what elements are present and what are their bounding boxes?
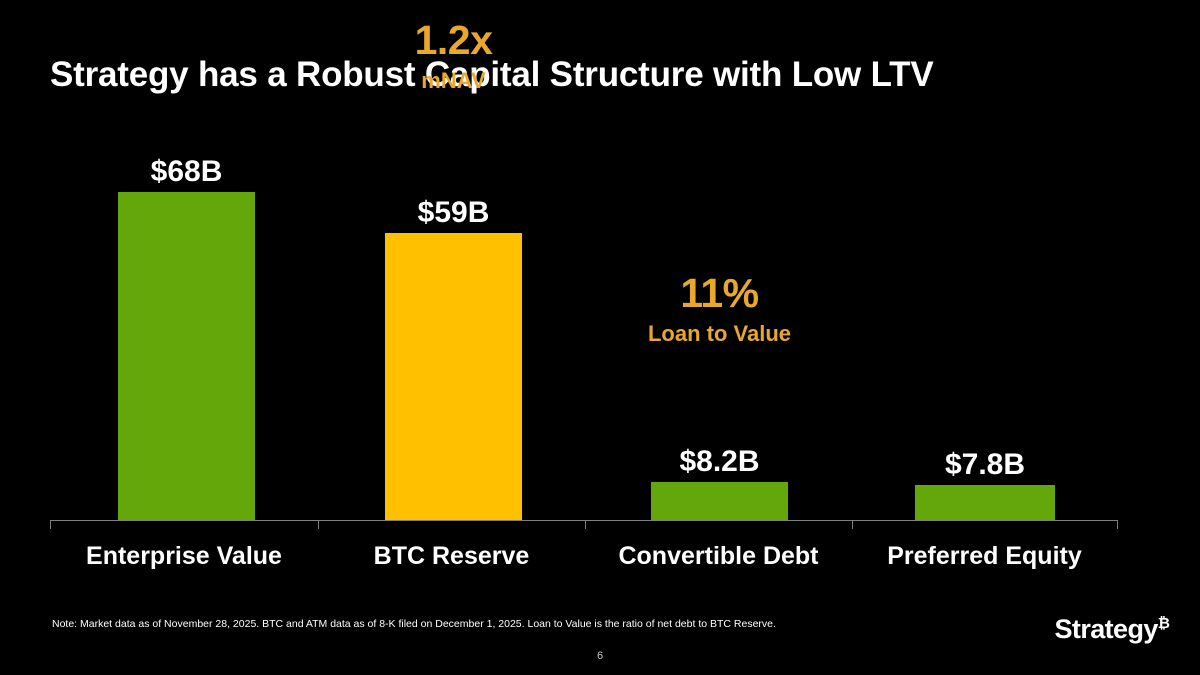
annotation-mnav-value: 1.2x [414,17,493,63]
strategy-logo: Strategy₿ [1055,616,1170,643]
bar-value-label: $68B [150,155,223,188]
logo-wordmark: Strategy [1054,614,1159,644]
bar-chart-plot-area: $68B 1.2x mNAV $59B 11% Loan to Value $8… [50,20,1118,520]
bar-value-label: $7.8B [944,448,1026,481]
annotation-loan-to-value: 11% Loan to Value [648,273,791,345]
axis-tick [318,520,319,529]
bar-convertible-debt[interactable] [651,482,788,520]
x-axis-label-convertible-debt: Convertible Debt [618,542,819,570]
bar-group-preferred-equity: $7.8B [915,95,1055,520]
x-axis-label-enterprise-value: Enterprise Value [86,542,282,570]
axis-tick [50,520,51,529]
x-axis-line [50,520,1118,521]
bar-enterprise-value[interactable] [118,192,255,520]
annotation-ltv-value: 11% [680,270,759,316]
bar-btc-reserve[interactable] [385,233,522,520]
footnote-text: Note: Market data as of November 28, 202… [52,618,776,630]
page-number: 6 [596,650,604,662]
bar-group-btc-reserve: 1.2x mNAV $59B [385,20,522,520]
bar-group-convertible-debt: 11% Loan to Value $8.2B [648,95,791,520]
bar-value-label: $59B [417,196,490,229]
axis-tick [1117,520,1118,529]
annotation-mnav-label: mNAV [421,68,486,93]
x-axis-label-preferred-equity: Preferred Equity [887,542,1082,570]
bar-preferred-equity[interactable] [915,485,1055,520]
axis-tick [585,520,586,529]
axis-tick [852,520,853,529]
bar-value-label: $8.2B [679,445,760,478]
annotation-ltv-label: Loan to Value [647,321,792,346]
page-title: Strategy has a Robust Capital Structure … [50,55,934,95]
annotation-mnav: 1.2x mNAV [415,20,493,92]
x-axis-label-btc-reserve: BTC Reserve [373,542,530,570]
bar-group-enterprise-value: $68B [118,95,255,520]
bitcoin-icon: ₿ [1157,615,1170,632]
